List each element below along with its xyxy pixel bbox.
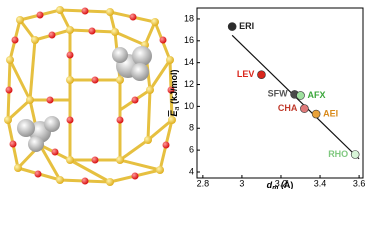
point (296, 91, 305, 100)
zeolite-structure (6, 8, 174, 184)
point-label: LEV (237, 69, 255, 79)
y-axis-label: Ea (kJ/mol) (169, 70, 180, 117)
plot-frame (196, 7, 364, 179)
y-tick-label: 12 (184, 79, 194, 89)
point-label: SFW (268, 89, 289, 99)
atoms (4, 6, 176, 186)
y-tick-label: 8 (189, 123, 194, 133)
point-label: ERI (239, 21, 254, 31)
y-tick-label: 18 (184, 13, 194, 23)
x-tick-label: 3.2 (275, 178, 288, 188)
point-label: CHA (278, 103, 298, 113)
x-tick-label: 3.6 (353, 178, 366, 188)
y-tick-label: 6 (189, 144, 194, 154)
point (311, 109, 321, 119)
x-axis-label: dm (Å) (267, 180, 294, 189)
point-label: AEI (323, 108, 338, 118)
y-tick-label: 10 (184, 101, 194, 111)
point (350, 150, 360, 159)
x-tick-label: 3 (239, 178, 244, 188)
x-tick-label: 3.4 (314, 178, 327, 188)
point-label: RHO (328, 149, 348, 159)
point (257, 70, 266, 79)
x-tick-label: 2.8 (197, 178, 210, 188)
y-tick-label: 4 (189, 166, 194, 176)
y-tick-label: 16 (184, 35, 194, 45)
point (300, 104, 309, 113)
y-tick-label: 14 (184, 57, 194, 67)
figure: Ea (kJ/mol) dm (Å) 2.8 3 3.2 3.4 3.6 4 6 8 10 12 1… (4, 6, 366, 192)
point-label: AFX (308, 90, 326, 100)
point (227, 22, 237, 31)
